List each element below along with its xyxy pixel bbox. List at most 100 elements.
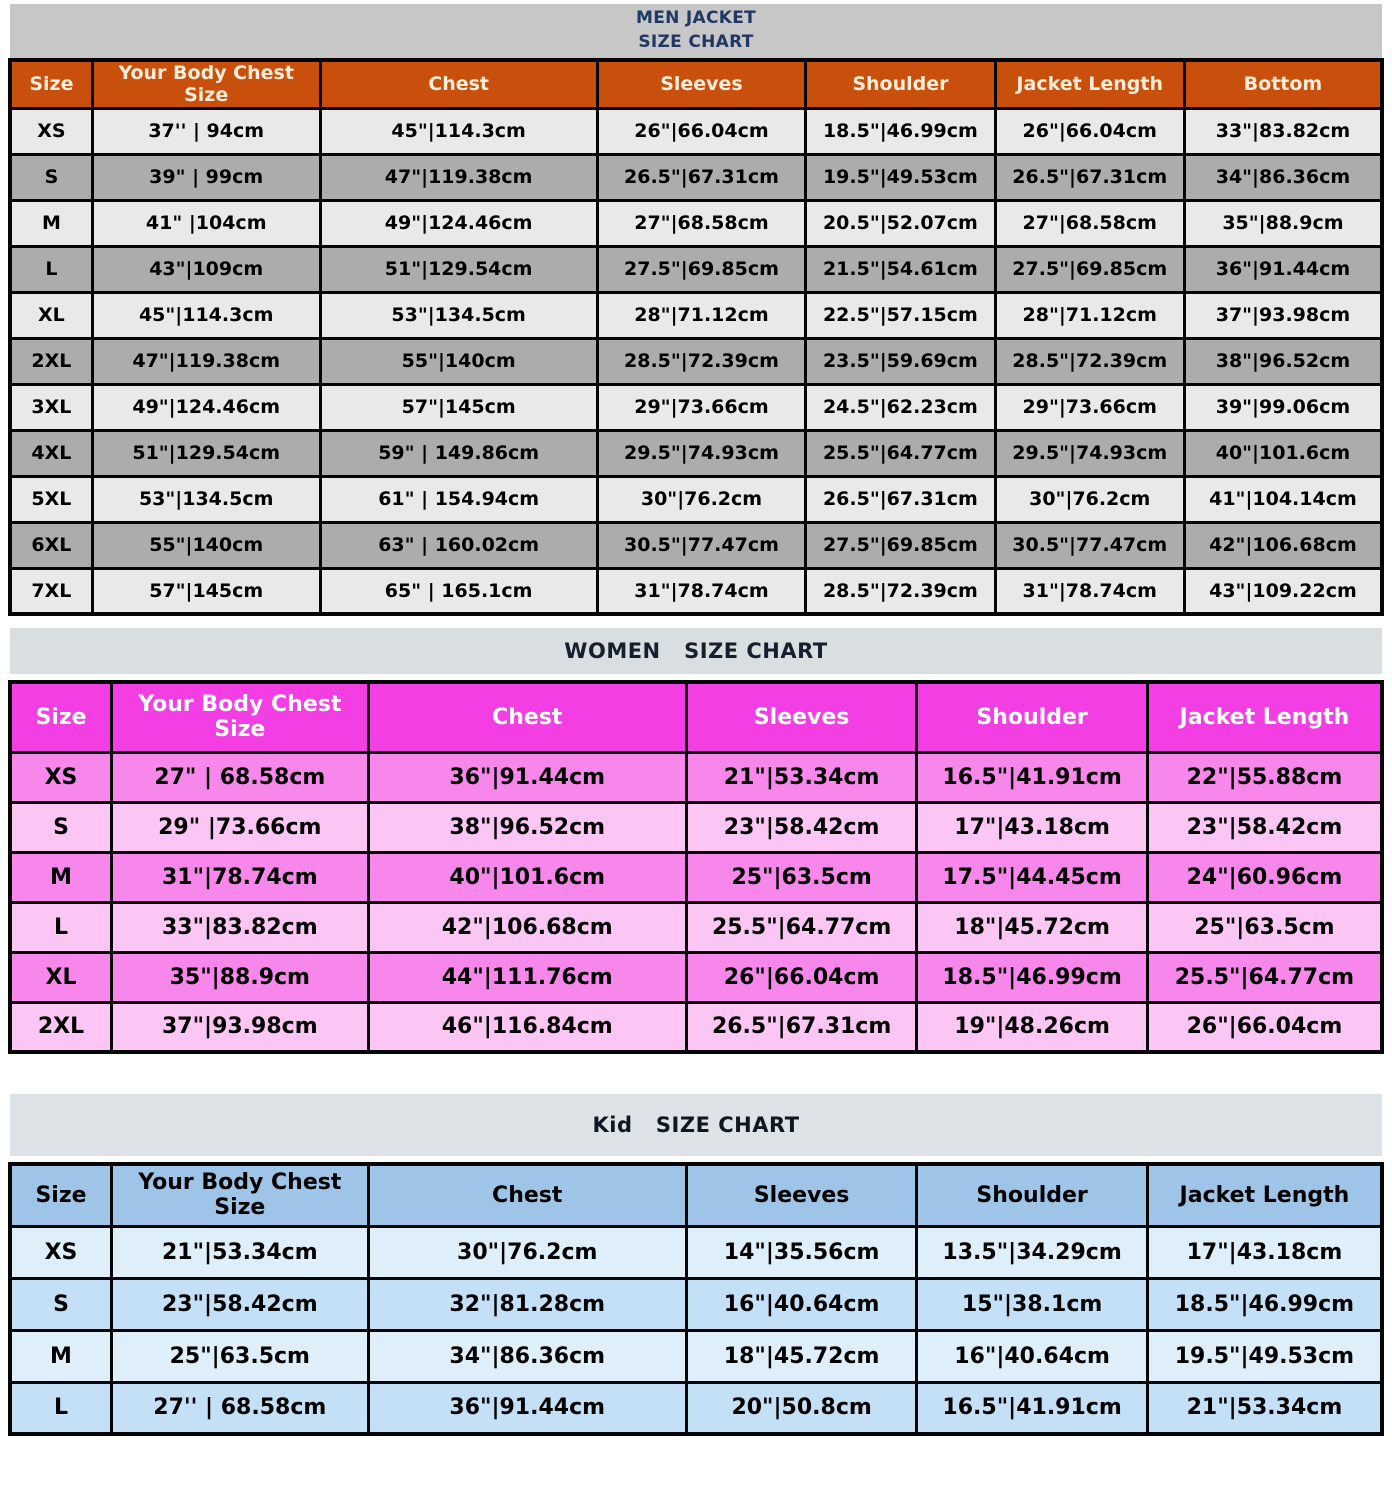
table-row: L 27'' | 68.58cm 36"|91.44cm 20"|50.8cm 16.5… bbox=[8, 1380, 1384, 1436]
data-cell: 21.5"|54.61cm bbox=[804, 244, 997, 294]
table-row: 2XL 37"|93.98cm 46"|116.84cm 26.5"|67.31cm 1… bbox=[8, 1000, 1384, 1054]
data-cell: 21"|53.34cm bbox=[110, 1224, 370, 1280]
men-size-table: Size Your Body Chest Size Chest Sleeves Shou… bbox=[8, 58, 1384, 616]
data-cell: 34"|86.36cm bbox=[1182, 152, 1384, 202]
size-cell: XS bbox=[8, 1224, 114, 1280]
header-cell: Chest bbox=[318, 58, 599, 110]
data-cell: 28.5"|72.39cm bbox=[804, 566, 997, 616]
data-cell: 26"|66.04cm bbox=[684, 950, 919, 1004]
data-cell: 29"|73.66cm bbox=[993, 382, 1186, 432]
data-cell: 16"|40.64cm bbox=[684, 1276, 919, 1332]
data-cell: 27"|68.58cm bbox=[993, 198, 1186, 248]
size-cell: S bbox=[8, 152, 94, 202]
data-cell: 40"|101.6cm bbox=[1182, 428, 1384, 478]
table-row: 7XL 57"|145cm 65" | 165.1cm 31"|78.74cm 28.5… bbox=[8, 566, 1384, 616]
size-cell: S bbox=[8, 1276, 114, 1332]
data-cell: 23.5"|59.69cm bbox=[804, 336, 997, 386]
table-row: 6XL 55"|140cm 63" | 160.02cm 30.5"|77.47cm 2… bbox=[8, 520, 1384, 570]
data-cell: 24.5"|62.23cm bbox=[804, 382, 997, 432]
data-cell: 36"|91.44cm bbox=[366, 1380, 688, 1436]
data-cell: 30.5"|77.47cm bbox=[595, 520, 808, 570]
data-cell: 26"|66.04cm bbox=[1145, 1000, 1384, 1054]
data-cell: 42"|106.68cm bbox=[366, 900, 688, 954]
data-cell: 59" | 149.86cm bbox=[318, 428, 599, 478]
men-chart-title: MEN JACKET SIZE CHART bbox=[10, 4, 1382, 58]
data-cell: 13.5"|34.29cm bbox=[915, 1224, 1149, 1280]
header-cell: Jacket Length bbox=[1145, 680, 1384, 754]
data-cell: 41"|104.14cm bbox=[1182, 474, 1384, 524]
data-cell: 26.5"|67.31cm bbox=[684, 1000, 919, 1054]
data-cell: 18.5"|46.99cm bbox=[1145, 1276, 1384, 1332]
data-cell: 63" | 160.02cm bbox=[318, 520, 599, 570]
data-cell: 18"|45.72cm bbox=[915, 900, 1149, 954]
table-row: L 33"|83.82cm 42"|106.68cm 25.5"|64.77cm 18"… bbox=[8, 900, 1384, 954]
header-cell: Sleeves bbox=[684, 680, 919, 754]
data-cell: 46"|116.84cm bbox=[366, 1000, 688, 1054]
size-cell: 7XL bbox=[8, 566, 94, 616]
data-cell: 49"|124.46cm bbox=[90, 382, 322, 432]
kid-size-chart-section: Kid SIZE CHART Size Your Body Chest Size C… bbox=[8, 1094, 1384, 1436]
data-cell: 22.5"|57.15cm bbox=[804, 290, 997, 340]
data-cell: 39" | 99cm bbox=[90, 152, 322, 202]
header-cell: Jacket Length bbox=[993, 58, 1186, 110]
data-cell: 37"|93.98cm bbox=[110, 1000, 370, 1054]
data-cell: 27"|68.58cm bbox=[595, 198, 808, 248]
header-cell: Your Body Chest Size bbox=[110, 680, 370, 754]
data-cell: 28"|71.12cm bbox=[993, 290, 1186, 340]
data-cell: 35"|88.9cm bbox=[1182, 198, 1384, 248]
size-cell: 2XL bbox=[8, 1000, 114, 1054]
data-cell: 23"|58.42cm bbox=[110, 1276, 370, 1332]
header-cell: Shoulder bbox=[915, 1162, 1149, 1228]
data-cell: 37"|93.98cm bbox=[1182, 290, 1384, 340]
data-cell: 29" |73.66cm bbox=[110, 800, 370, 854]
data-cell: 47"|119.38cm bbox=[318, 152, 599, 202]
data-cell: 19.5"|49.53cm bbox=[1145, 1328, 1384, 1384]
data-cell: 51"|129.54cm bbox=[318, 244, 599, 294]
data-cell: 26.5"|67.31cm bbox=[804, 474, 997, 524]
data-cell: 27'' | 68.58cm bbox=[110, 1380, 370, 1436]
kid-size-table: Size Your Body Chest Size Chest Sleeves Shou… bbox=[8, 1162, 1384, 1436]
table-row: XL 45"|114.3cm 53"|134.5cm 28"|71.12cm 22.5"… bbox=[8, 290, 1384, 340]
data-cell: 14"|35.56cm bbox=[684, 1224, 919, 1280]
data-cell: 26"|66.04cm bbox=[993, 106, 1186, 156]
data-cell: 28.5"|72.39cm bbox=[595, 336, 808, 386]
header-row: Size Your Body Chest Size Chest Sleeves Shou… bbox=[8, 1162, 1384, 1228]
data-cell: 26.5"|67.31cm bbox=[993, 152, 1186, 202]
data-cell: 27" | 68.58cm bbox=[110, 750, 370, 804]
data-cell: 27.5"|69.85cm bbox=[595, 244, 808, 294]
kid-chart-title: Kid SIZE CHART bbox=[10, 1094, 1382, 1156]
data-cell: 44"|111.76cm bbox=[366, 950, 688, 1004]
table-row: XS 21"|53.34cm 30"|76.2cm 14"|35.56cm 13.5"|… bbox=[8, 1224, 1384, 1280]
data-cell: 38"|96.52cm bbox=[366, 800, 688, 854]
size-cell: 2XL bbox=[8, 336, 94, 386]
size-cell: M bbox=[8, 1328, 114, 1384]
data-cell: 35"|88.9cm bbox=[110, 950, 370, 1004]
data-cell: 17"|43.18cm bbox=[1145, 1224, 1384, 1280]
data-cell: 19.5"|49.53cm bbox=[804, 152, 997, 202]
section-gap bbox=[8, 616, 1384, 628]
data-cell: 26"|66.04cm bbox=[595, 106, 808, 156]
data-cell: 30"|76.2cm bbox=[595, 474, 808, 524]
data-cell: 36"|91.44cm bbox=[366, 750, 688, 804]
data-cell: 39"|99.06cm bbox=[1182, 382, 1384, 432]
data-cell: 17.5"|44.45cm bbox=[915, 850, 1149, 904]
data-cell: 30"|76.2cm bbox=[366, 1224, 688, 1280]
data-cell: 19"|48.26cm bbox=[915, 1000, 1149, 1054]
men-size-chart-section: MEN JACKET SIZE CHART Size Your Body Ches… bbox=[8, 4, 1384, 616]
header-cell: Shoulder bbox=[915, 680, 1149, 754]
header-cell: Chest bbox=[366, 680, 688, 754]
data-cell: 21"|53.34cm bbox=[684, 750, 919, 804]
size-cell: L bbox=[8, 900, 114, 954]
size-cell: XS bbox=[8, 750, 114, 804]
size-cell: S bbox=[8, 800, 114, 854]
table-row: S 29" |73.66cm 38"|96.52cm 23"|58.42cm 17"|4… bbox=[8, 800, 1384, 854]
data-cell: 40"|101.6cm bbox=[366, 850, 688, 904]
data-cell: 34"|86.36cm bbox=[366, 1328, 688, 1384]
header-cell: Bottom bbox=[1182, 58, 1384, 110]
header-cell: Chest bbox=[366, 1162, 688, 1228]
data-cell: 53"|134.5cm bbox=[318, 290, 599, 340]
data-cell: 25.5"|64.77cm bbox=[1145, 950, 1384, 1004]
table-row: S 39" | 99cm 47"|119.38cm 26.5"|67.31cm 19.5… bbox=[8, 152, 1384, 202]
header-cell: Sleeves bbox=[684, 1162, 919, 1228]
header-cell: Shoulder bbox=[804, 58, 997, 110]
